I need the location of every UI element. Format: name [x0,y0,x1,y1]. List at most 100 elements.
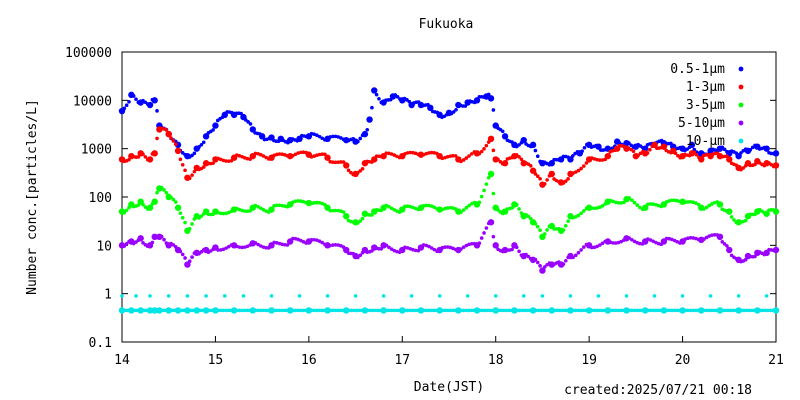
data-point [766,308,770,313]
data-point [484,182,489,186]
data-point [187,259,192,264]
data-point [629,143,633,148]
data-point [331,243,335,247]
data-point [664,308,669,313]
data-point [760,308,765,313]
data-point [692,150,697,155]
data-point [183,220,187,225]
data-point [264,245,268,250]
data-point [171,139,176,143]
data-point [202,133,210,140]
data-point [576,213,581,218]
data-point [526,214,531,219]
data-point [437,294,442,298]
data-point [459,247,463,251]
data-point [162,188,166,192]
data-point [421,243,426,247]
data-point [660,143,668,150]
data-point [672,308,677,313]
data-point [728,308,733,313]
data-point [185,294,190,298]
chart-title: Fukuoka [419,17,474,32]
data-point [380,307,387,314]
data-point [343,307,350,314]
data-point [180,163,185,167]
data-point [237,245,242,249]
data-point [376,308,381,313]
data-point [370,105,374,110]
data-point [242,308,247,313]
data-point [405,151,410,155]
data-point [275,308,279,313]
data-point [741,166,746,170]
data-point [155,109,159,113]
data-point [598,205,602,210]
data-point [261,154,266,158]
data-point [638,308,642,313]
data-point [487,95,495,102]
data-point [315,200,319,205]
data-point [619,239,623,244]
data-point [710,308,714,313]
data-point [454,107,458,112]
data-point [485,308,490,313]
data-point [443,308,447,313]
data-point [143,205,148,209]
data-point [486,175,491,180]
data-point [614,200,618,205]
data-point [424,308,429,313]
data-point [732,218,736,222]
data-point [371,87,378,94]
legend-label: 1-3μm [686,80,725,95]
x-tick-label: 20 [675,353,691,368]
data-point [405,308,410,313]
x-tick-label: 17 [394,353,410,368]
data-point [686,200,690,204]
data-point [293,199,298,204]
data-point [567,307,574,314]
data-point [716,233,724,241]
data-point [704,205,709,210]
data-point [173,142,178,147]
data-point [451,110,456,114]
data-point [702,237,706,241]
data-point [538,264,542,268]
data-point [299,238,303,243]
data-point [324,154,331,161]
data-point [151,97,158,104]
data-point [585,307,593,314]
data-point [349,308,354,313]
data-point [582,245,586,249]
data-point [482,188,486,193]
data-point [387,245,391,250]
data-point [754,307,761,314]
data-point [630,237,634,242]
data-point [429,246,434,250]
data-point [162,237,166,242]
data-point [432,205,437,210]
data-point [283,242,287,247]
data-point [651,308,656,313]
data-point [544,308,549,313]
data-point [291,153,295,158]
legend-label: 5-10μm [678,116,725,131]
data-point [525,308,530,313]
data-point [744,308,749,313]
data-point [582,308,586,313]
data-point [533,221,538,226]
data-point [259,206,263,211]
data-point [343,162,350,169]
data-point [291,308,295,313]
data-point [517,155,521,159]
data-point [465,294,470,298]
data-point [726,208,733,215]
data-point [141,152,145,156]
data-point [256,242,260,247]
data-point [159,234,164,239]
data-point [579,248,583,252]
data-point [325,294,330,298]
data-point [218,308,223,313]
data-point [317,308,322,313]
data-point [356,255,360,260]
data-point [623,307,630,314]
